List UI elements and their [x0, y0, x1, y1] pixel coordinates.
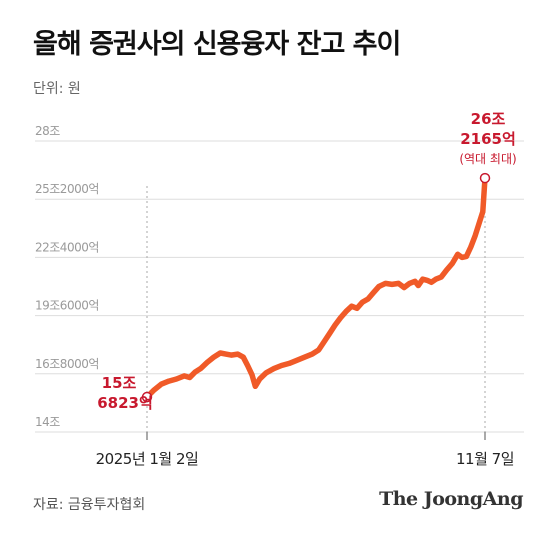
y-tick-label: 22조4000억 — [35, 240, 99, 254]
endpoint-marker — [479, 172, 491, 184]
x-tick-label: 11월 7일 — [456, 450, 514, 468]
y-tick-label: 28조 — [35, 124, 60, 138]
y-tick-label: 16조8000억 — [35, 357, 99, 371]
brand-logo: The JoongAng — [379, 488, 523, 510]
data-label: 15조 — [102, 374, 137, 392]
x-tick-label: 2025년 1월 2일 — [96, 450, 199, 468]
data-label: 6823억 — [97, 394, 153, 412]
y-tick-label: 25조2000억 — [35, 182, 99, 196]
y-tick-label: 19조6000억 — [35, 299, 99, 313]
source-label: 자료: 금융투자협회 — [33, 497, 146, 513]
data-label: 2165억 — [460, 130, 516, 148]
unit-label: 단위: 원 — [33, 81, 81, 97]
endpoint-marker — [141, 391, 153, 403]
data-note: (역대 최대) — [459, 152, 516, 166]
data-label: 26조 — [471, 110, 506, 128]
y-tick-label: 14조 — [35, 415, 60, 429]
chart-title: 올해 증권사의 신용융자 잔고 추이 — [33, 29, 401, 60]
series-line — [144, 175, 488, 400]
